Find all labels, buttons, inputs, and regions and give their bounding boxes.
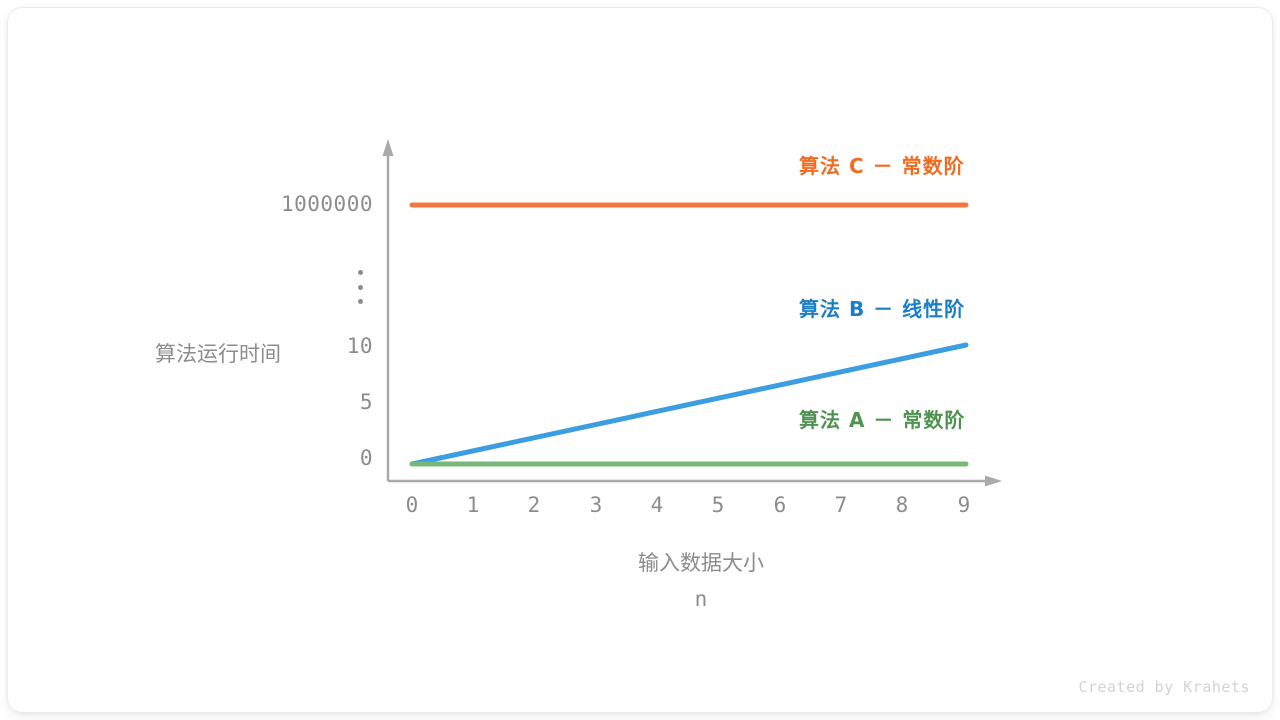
x-tick-label-9: 9 — [957, 493, 971, 517]
y-tick-label-1000000: 1000000 — [280, 192, 373, 216]
x-tick-label-7: 7 — [834, 493, 848, 517]
y-tick-label-5: 5 — [359, 390, 373, 414]
series-annotation-c: 算法 C － 常数阶 — [799, 154, 965, 178]
x-tick-label-5: 5 — [711, 493, 725, 517]
watermark-credit: Created by Krahets — [1078, 678, 1250, 696]
series-annotation-a: 算法 A － 常数阶 — [799, 408, 966, 432]
x-axis-unit-text: n — [694, 586, 708, 611]
x-axis-title: 输入数据大小 n — [591, 546, 811, 617]
x-tick-label-2: 2 — [527, 493, 541, 517]
y-axis-title-text: 算法运行时间 — [155, 342, 281, 366]
x-tick-label-8: 8 — [895, 493, 909, 517]
y-tick-label-0: 0 — [359, 446, 373, 470]
x-axis — [388, 475, 1002, 487]
chart-card: 1000000 10 5 0 0 1 2 3 4 5 6 7 8 9 算法运行时… — [8, 8, 1272, 712]
x-axis-title-text: 输入数据大小 — [638, 551, 764, 575]
plot-stage: 1000000 10 5 0 0 1 2 3 4 5 6 7 8 9 算法运行时… — [8, 8, 1272, 712]
y-axis-break-icon — [348, 270, 372, 304]
x-tick-label-4: 4 — [650, 493, 664, 517]
y-tick-label-10: 10 — [346, 334, 373, 358]
x-tick-label-0: 0 — [405, 493, 419, 517]
y-axis — [382, 139, 394, 481]
x-tick-label-3: 3 — [589, 493, 603, 517]
x-tick-label-6: 6 — [773, 493, 787, 517]
series-annotation-b: 算法 B － 线性阶 — [799, 297, 966, 321]
x-tick-label-1: 1 — [466, 493, 480, 517]
series-line-b — [409, 342, 969, 467]
y-axis-title: 算法运行时间 — [128, 340, 308, 368]
